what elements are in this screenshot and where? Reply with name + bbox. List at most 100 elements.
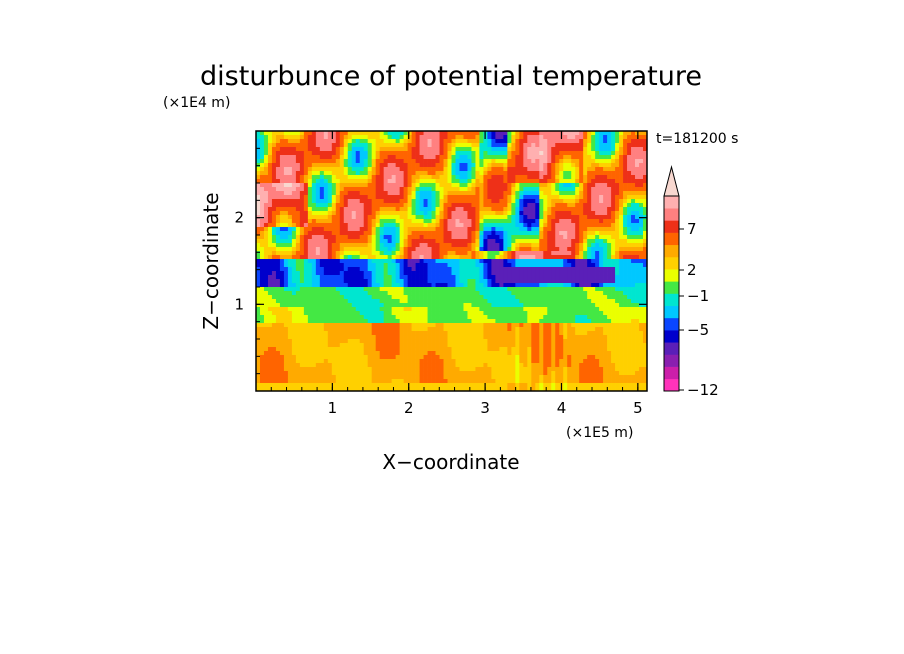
field-cell — [339, 319, 345, 324]
field-cell — [591, 315, 596, 320]
field-cell — [475, 163, 480, 168]
field-cell — [431, 327, 436, 332]
field-cell — [283, 327, 289, 332]
field-cell — [603, 299, 608, 304]
field-cell — [395, 235, 400, 240]
field-cell — [275, 191, 281, 196]
field-cell — [395, 279, 400, 284]
field-cell — [363, 143, 369, 148]
field-cell — [503, 179, 508, 184]
field-cell — [615, 239, 620, 244]
field-cell — [471, 283, 476, 288]
field-cell — [487, 299, 492, 304]
field-cell — [511, 207, 516, 212]
field-cell — [256, 259, 261, 264]
field-cell — [551, 303, 556, 308]
field-cell — [571, 247, 576, 252]
field-cell — [259, 175, 265, 180]
field-cell — [547, 183, 552, 188]
field-cell — [463, 215, 468, 220]
field-cell — [463, 203, 468, 208]
field-cell — [331, 223, 337, 228]
field-cell — [595, 235, 600, 240]
field-cell — [519, 151, 524, 156]
field-cell — [639, 227, 644, 232]
field-cell — [627, 155, 632, 160]
field-cell — [287, 323, 293, 328]
field-cell — [363, 199, 369, 204]
field-cell — [295, 291, 301, 296]
field-cell — [311, 227, 317, 232]
field-cell — [339, 247, 345, 252]
field-cell — [611, 227, 616, 232]
field-cell — [435, 243, 440, 248]
field-cell — [291, 199, 297, 204]
field-cell — [403, 231, 408, 236]
field-cell — [639, 203, 644, 208]
field-cell — [499, 255, 504, 260]
field-cell — [551, 315, 556, 320]
field-cell — [643, 291, 648, 296]
field-cell — [331, 263, 337, 268]
field-cell — [419, 187, 424, 192]
field-cell — [575, 311, 580, 316]
field-cell — [299, 135, 305, 140]
field-cell — [256, 187, 261, 192]
field-cell — [283, 271, 289, 276]
field-cell — [275, 331, 281, 336]
field-cell — [319, 175, 325, 180]
field-cell — [419, 327, 424, 332]
field-cell — [579, 175, 584, 180]
field-cell — [551, 219, 556, 224]
field-cell — [271, 199, 277, 204]
field-cell — [363, 323, 369, 328]
field-cell — [283, 195, 289, 200]
field-cell — [327, 299, 333, 304]
field-cell — [295, 251, 301, 256]
field-cell — [583, 259, 588, 264]
field-cell — [443, 207, 448, 212]
field-cell — [275, 163, 281, 168]
field-cell — [367, 139, 373, 144]
field-cell — [371, 283, 377, 288]
field-cell — [571, 299, 576, 304]
field-cell — [363, 251, 369, 256]
field-cell — [411, 243, 416, 248]
field-cell — [379, 215, 385, 220]
field-cell — [371, 263, 377, 268]
field-cell — [371, 303, 377, 308]
field-cell — [543, 299, 548, 304]
field-cell — [295, 295, 301, 300]
field-cell — [583, 175, 588, 180]
field-cell — [623, 147, 628, 152]
field-cell — [599, 315, 604, 320]
field-cell — [607, 203, 612, 208]
field-cell — [415, 267, 420, 272]
field-cell — [427, 131, 432, 136]
field-cell — [287, 195, 293, 200]
field-cell — [539, 299, 544, 304]
field-cell — [607, 303, 612, 308]
field-cell — [471, 175, 476, 180]
field-cell — [639, 235, 644, 240]
field-cell — [391, 307, 396, 312]
field-cell — [535, 247, 540, 252]
field-cell — [383, 239, 389, 244]
field-cell — [531, 171, 536, 176]
field-cell — [279, 327, 285, 332]
field-cell — [427, 227, 432, 232]
field-cell — [547, 159, 552, 164]
field-cell — [495, 203, 500, 208]
field-cell — [295, 311, 301, 316]
field-cell — [403, 135, 408, 140]
field-cell — [439, 267, 444, 272]
field-cell — [503, 211, 508, 216]
field-cell — [291, 239, 297, 244]
field-cell — [387, 147, 392, 152]
field-cell — [347, 239, 353, 244]
field-cell — [403, 179, 408, 184]
field-cell — [271, 223, 277, 228]
field-cell — [639, 315, 644, 320]
field-cell — [463, 171, 468, 176]
field-cell — [567, 247, 572, 252]
